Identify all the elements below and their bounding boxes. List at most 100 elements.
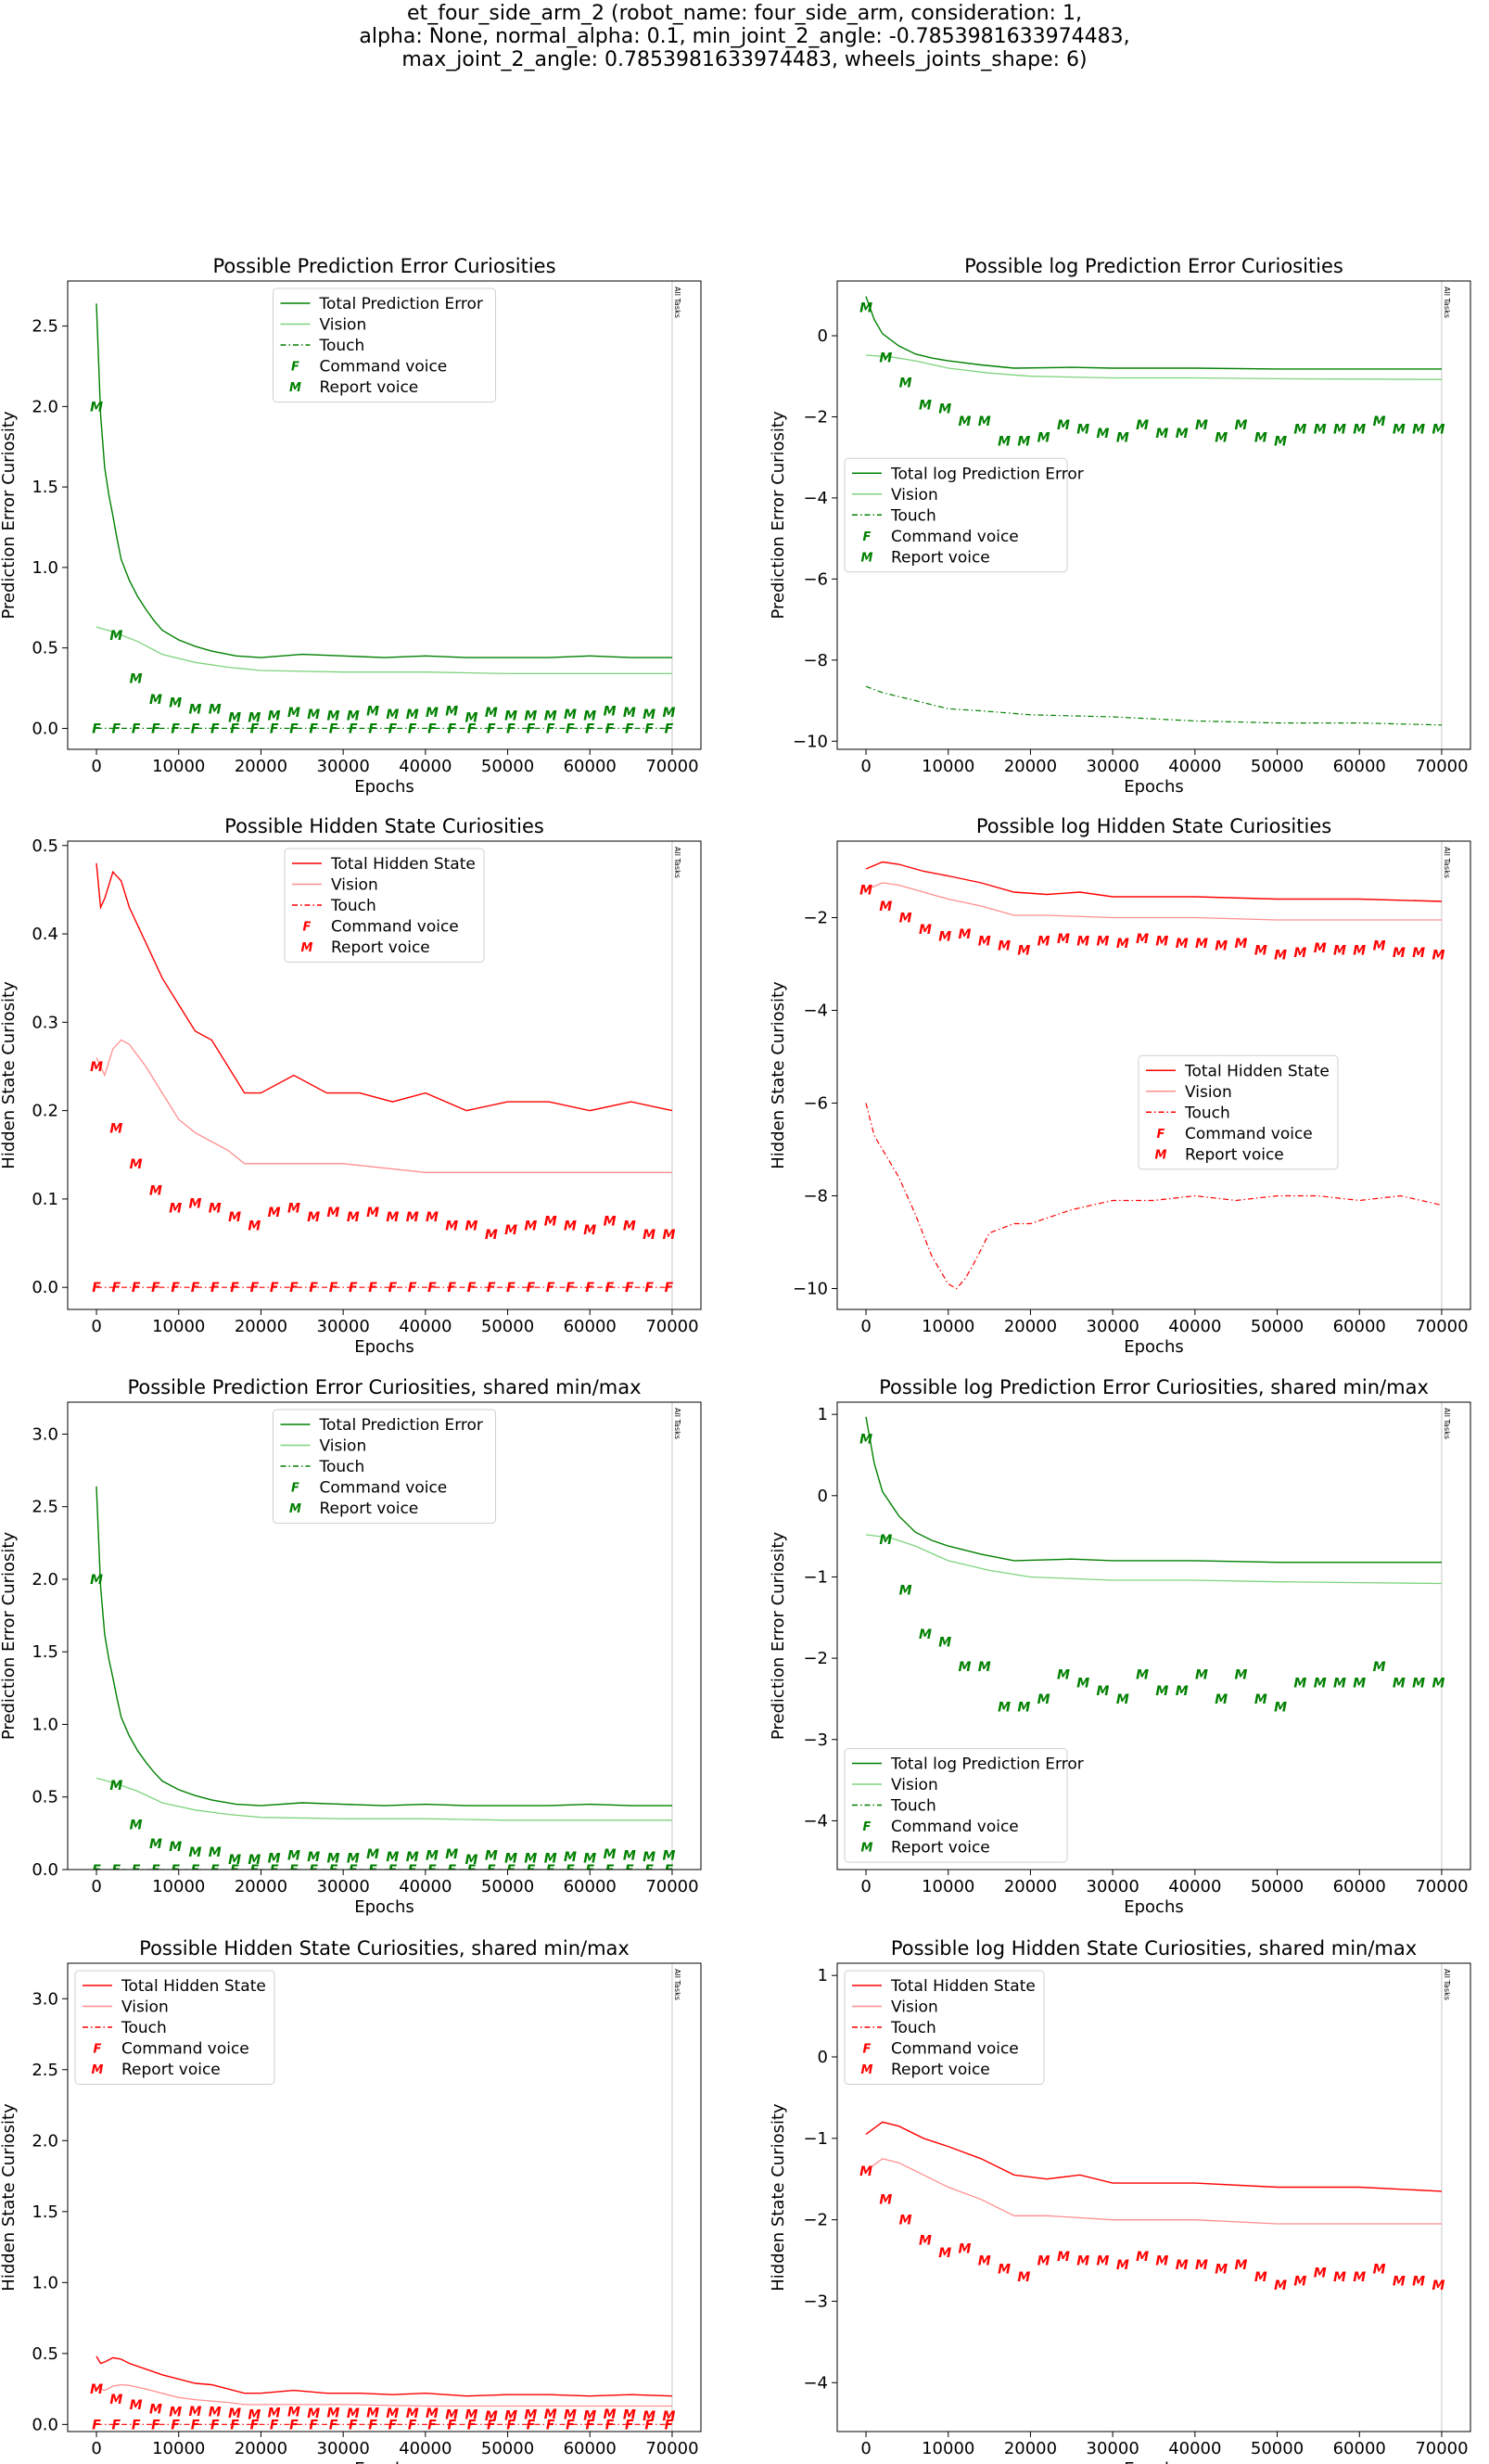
command-voice-point: F: [289, 721, 299, 736]
report-voice-point: M: [1432, 2279, 1444, 2293]
report-voice-point: M: [899, 2214, 912, 2228]
legend-marker: F: [291, 1482, 299, 1496]
y-tick-label: −2: [803, 407, 828, 427]
y-tick-label: 0.4: [32, 925, 58, 944]
y-tick-label: 0.0: [32, 2415, 58, 2434]
legend-entry: Vision: [331, 876, 378, 895]
report-voice-point: M: [504, 1851, 517, 1866]
legend-entry: Touch: [890, 1797, 936, 1816]
report-voice-point: M: [623, 1848, 636, 1863]
x-tick-label: 70000: [645, 1317, 698, 1336]
report-voice-point: M: [604, 1215, 617, 1230]
command-voice-point: F: [408, 721, 417, 736]
x-axis-label: Epochs: [1124, 1337, 1184, 1357]
report-voice-point: M: [445, 2408, 458, 2423]
chart-p3: Possible Hidden State Curiosities All Tas…: [0, 815, 702, 1357]
y-tick-label: −10: [793, 1280, 828, 1299]
report-voice-point: M: [1412, 423, 1425, 438]
report-voice-point: M: [919, 923, 932, 938]
report-voice-point: M: [1017, 2270, 1030, 2285]
report-voice-point: M: [1116, 937, 1129, 951]
report-voice-point: M: [1393, 423, 1406, 438]
legend-marker: F: [863, 1820, 872, 1834]
x-tick-label: 40000: [1168, 1877, 1221, 1896]
report-voice-point: M: [583, 1223, 596, 1238]
report-voice-point: M: [130, 1157, 143, 1172]
chart-p8: Possible log Hidden State Curiosities, s…: [769, 1937, 1471, 2464]
report-voice-point: M: [209, 1201, 222, 1216]
report-voice-point: M: [1412, 1676, 1425, 1691]
report-voice-point: M: [899, 912, 912, 926]
report-voice-point: M: [1215, 430, 1228, 445]
report-voice-point: M: [564, 2408, 577, 2423]
legend-entry: Command voice: [320, 358, 448, 377]
report-voice-point: M: [1274, 1701, 1287, 1716]
legend-marker: F: [863, 2043, 872, 2057]
command-voice-point: F: [132, 2418, 141, 2432]
legend-entry: Command voice: [891, 1818, 1019, 1836]
report-voice-point: M: [998, 939, 1011, 954]
series-total-line: [865, 1416, 1442, 1564]
report-voice-point: M: [287, 706, 300, 721]
y-tick-label: 2.0: [32, 397, 58, 416]
report-voice-point: M: [604, 1847, 617, 1862]
x-tick-label: 30000: [317, 1877, 370, 1896]
report-voice-point: M: [1254, 2270, 1267, 2285]
chart-p2: Possible log Prediction Error Curiositie…: [769, 255, 1471, 797]
x-axis-label: Epochs: [1124, 777, 1184, 797]
command-voice-point: F: [566, 1863, 575, 1878]
y-tick-label: −4: [803, 1002, 828, 1021]
report-voice-point: M: [189, 703, 202, 718]
legend-marker: M: [289, 1502, 301, 1516]
report-voice-point: M: [90, 2382, 103, 2397]
all-tasks-label: All Tasks: [673, 847, 681, 878]
command-voice-point: F: [566, 721, 575, 736]
command-voice-point: F: [191, 1281, 200, 1296]
series-vision-line: [865, 1534, 1443, 1585]
y-tick-label: 1.0: [32, 2273, 58, 2292]
report-voice-point: M: [327, 709, 340, 724]
report-voice-point: M: [426, 706, 439, 721]
x-tick-label: 0: [91, 1317, 101, 1336]
command-voice-point: F: [506, 1863, 515, 1878]
legend-entry: Report voice: [331, 938, 430, 957]
report-voice-point: M: [662, 2409, 675, 2424]
report-voice-point: M: [938, 2246, 951, 2261]
series-vision-line: [95, 626, 672, 675]
y-tick-label: 1.5: [32, 478, 58, 497]
report-voice-point: M: [209, 703, 222, 718]
report-voice-point: M: [564, 1850, 577, 1865]
report-voice-point: M: [445, 1847, 458, 1862]
command-voice-point: F: [132, 1281, 141, 1296]
command-voice-point: F: [270, 2418, 279, 2432]
series-vision-line: [865, 882, 1442, 921]
series-total-line: [865, 2121, 1443, 2192]
report-voice-point: M: [445, 1219, 458, 1233]
legend-marker: M: [861, 1842, 873, 1856]
axes-frame: [836, 840, 1471, 1310]
report-voice-point: M: [1136, 932, 1149, 947]
report-voice-point: M: [1176, 2258, 1189, 2273]
report-voice-point: M: [386, 2407, 399, 2421]
command-voice-point: F: [388, 1863, 398, 1878]
report-voice-point: M: [1097, 1684, 1110, 1699]
y-tick-label: 2.5: [32, 2061, 58, 2080]
axes-frame: [67, 280, 702, 750]
report-voice-point: M: [1037, 1692, 1050, 1707]
report-voice-point: M: [347, 1851, 360, 1866]
report-voice-point: M: [1176, 427, 1189, 441]
x-tick-label: 30000: [317, 757, 370, 776]
report-voice-point: M: [1097, 2254, 1110, 2269]
report-voice-point: M: [919, 1628, 932, 1642]
y-tick-label: −6: [803, 569, 828, 589]
x-axis-label: Epochs: [1124, 1897, 1184, 1917]
report-voice-point: M: [643, 1228, 655, 1243]
report-voice-point: M: [1373, 2262, 1386, 2277]
report-voice-point: M: [1373, 939, 1386, 954]
report-voice-point: M: [1293, 1676, 1306, 1691]
command-voice-point: F: [427, 1863, 437, 1878]
command-voice-point: F: [427, 1281, 437, 1296]
command-voice-point: F: [230, 721, 239, 736]
legend-frame: [1138, 1054, 1339, 1170]
